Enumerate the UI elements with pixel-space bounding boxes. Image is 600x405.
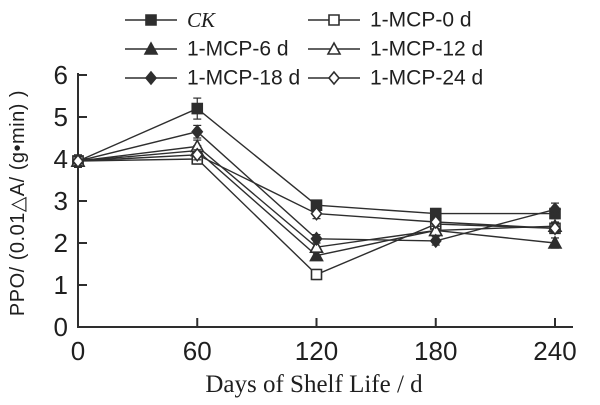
data-point-CK xyxy=(310,199,323,211)
data-point-1-MCP-24 d xyxy=(191,147,204,163)
data-point-1-MCP-18 d xyxy=(191,124,204,139)
legend-marker-triangle-filled xyxy=(143,41,159,55)
y-tick-label: 2 xyxy=(54,228,68,258)
legend-marker-diamond-filled xyxy=(144,70,158,86)
data-point-1-MCP-18 d xyxy=(548,202,562,217)
data-point-1-MCP-18 d xyxy=(429,233,442,249)
data-point-1-MCP-0 d xyxy=(310,268,323,281)
legend-marker-triangle-open xyxy=(326,41,342,55)
legend-item: 1-MCP-6 d xyxy=(125,38,289,61)
data-point-1-MCP-18 d xyxy=(310,231,323,247)
y-tick-label: 0 xyxy=(54,312,68,342)
legend-marker-diamond-open xyxy=(327,70,341,86)
x-tick-label: 60 xyxy=(183,336,212,366)
data-point-1-MCP-6 d xyxy=(547,235,563,249)
y-tick-label: 5 xyxy=(54,102,68,132)
y-tick-label: 4 xyxy=(54,144,68,174)
legend-item: 1-MCP-0 d xyxy=(308,9,472,32)
x-tick-label: 180 xyxy=(414,336,457,366)
y-tick-label: 6 xyxy=(54,60,68,90)
data-point-CK xyxy=(191,102,204,115)
data-point-1-MCP-24 d xyxy=(310,206,323,221)
x-tick-label: 120 xyxy=(295,336,338,366)
legend-label: 1-MCP-12 d xyxy=(370,38,483,61)
series-line-CK xyxy=(77,107,555,215)
legend-item: 1-MCP-12 d xyxy=(308,38,483,61)
axes xyxy=(77,73,573,328)
y-tick-label: 3 xyxy=(54,186,68,216)
data-point-1-MCP-24 d xyxy=(429,214,442,230)
legend-label: 1-MCP-0 d xyxy=(370,9,472,32)
y-tick-label: 1 xyxy=(54,270,68,300)
legend-label: CK xyxy=(187,8,216,32)
legend-item: 1-MCP-24 d xyxy=(308,67,483,90)
data-point-1-MCP-24 d xyxy=(71,153,85,169)
y-axis-title: PPO/ (0.01△A/ (g•min) ) xyxy=(7,90,29,316)
legend-label: 1-MCP-24 d xyxy=(370,67,483,90)
x-tick-label: 0 xyxy=(71,336,85,366)
legend: CK 1-MCP-0 d 1-MCP-6 d 1-MCP-12 d 1-MCP-18 d… xyxy=(125,8,483,90)
legend-label: 1-MCP-18 d xyxy=(187,67,300,90)
legend-marker-square-open xyxy=(328,14,340,26)
legend-item: CK xyxy=(125,8,216,32)
legend-label: 1-MCP-6 d xyxy=(187,38,289,61)
x-tick-label: 240 xyxy=(533,336,576,366)
x-axis-title: Days of Shelf Life / d xyxy=(205,371,423,398)
data-point-1-MCP-6 d xyxy=(309,247,324,262)
legend-item: 1-MCP-18 d xyxy=(125,67,300,90)
data-point-1-MCP-24 d xyxy=(548,221,562,236)
data-point-1-MCP-12 d xyxy=(309,239,324,253)
legend-marker-square-filled xyxy=(145,14,157,26)
